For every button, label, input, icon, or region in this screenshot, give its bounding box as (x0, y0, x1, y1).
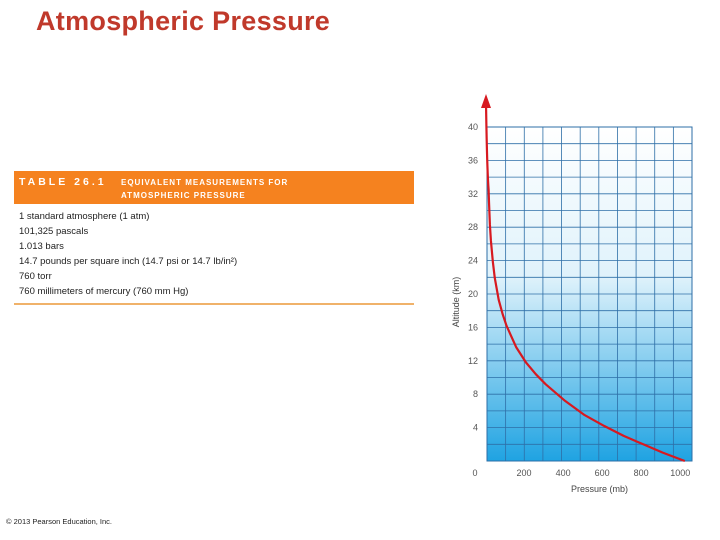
y-tick-label: 40 (468, 122, 478, 132)
altitude-pressure-chart: 4 8 12 16 20 24 28 32 36 40 0 200 400 600 800 1000 Alt… (451, 94, 693, 494)
pressure-table: TABLE 26.1 EQUIVALENT MEASUREMENTS FOR A… (14, 171, 414, 305)
y-tick-label: 8 (473, 389, 478, 399)
table-label: TABLE 26.1 (19, 176, 107, 188)
x-tick-labels: 0 200 400 600 800 1000 (472, 468, 690, 478)
copyright-notice: © 2013 Pearson Education, Inc. (6, 517, 113, 526)
y-tick-label: 4 (473, 423, 478, 433)
x-tick-label: 1000 (670, 468, 690, 478)
table-body: 1 standard atmosphere (1 atm) 101,325 pa… (19, 209, 237, 299)
series-layer (481, 94, 686, 463)
y-tick-labels: 4 8 12 16 20 24 28 32 36 40 (468, 122, 478, 433)
table-header: TABLE 26.1 EQUIVALENT MEASUREMENTS FOR A… (14, 171, 414, 204)
series-line (484, 101, 686, 463)
x-tick-label: 200 (517, 468, 532, 478)
y-tick-label: 28 (468, 222, 478, 232)
table-bottom-rule (14, 303, 414, 305)
y-tick-label: 32 (468, 189, 478, 199)
x-tick-label: 600 (595, 468, 610, 478)
slide-title: Atmospheric Pressure (36, 6, 331, 36)
x-tick-label: 0 (472, 468, 477, 478)
y-tick-label: 12 (468, 356, 478, 366)
table-row: 14.7 pounds per square inch (14.7 psi or… (19, 256, 238, 267)
table-row: 101,325 pascals (19, 226, 89, 237)
chart-grid (486, 126, 693, 462)
y-tick-label: 20 (468, 289, 478, 299)
table-row: 1 standard atmosphere (1 atm) (19, 211, 150, 222)
table-row: 1.013 bars (19, 241, 64, 252)
table-row: 760 millimeters of mercury (760 mm Hg) (19, 286, 189, 297)
y-tick-label: 24 (468, 256, 478, 266)
table-caption: EQUIVALENT MEASUREMENTS FOR ATMOSPHERIC … (121, 178, 289, 200)
y-tick-label: 36 (468, 155, 478, 165)
y-axis-label: Altitude (km) (451, 277, 461, 328)
x-tick-label: 800 (634, 468, 649, 478)
x-tick-label: 400 (556, 468, 571, 478)
y-tick-label: 16 (468, 322, 478, 332)
x-axis-label: Pressure (mb) (571, 484, 628, 494)
series-arrowhead (481, 94, 491, 108)
table-row: 760 torr (19, 271, 52, 282)
